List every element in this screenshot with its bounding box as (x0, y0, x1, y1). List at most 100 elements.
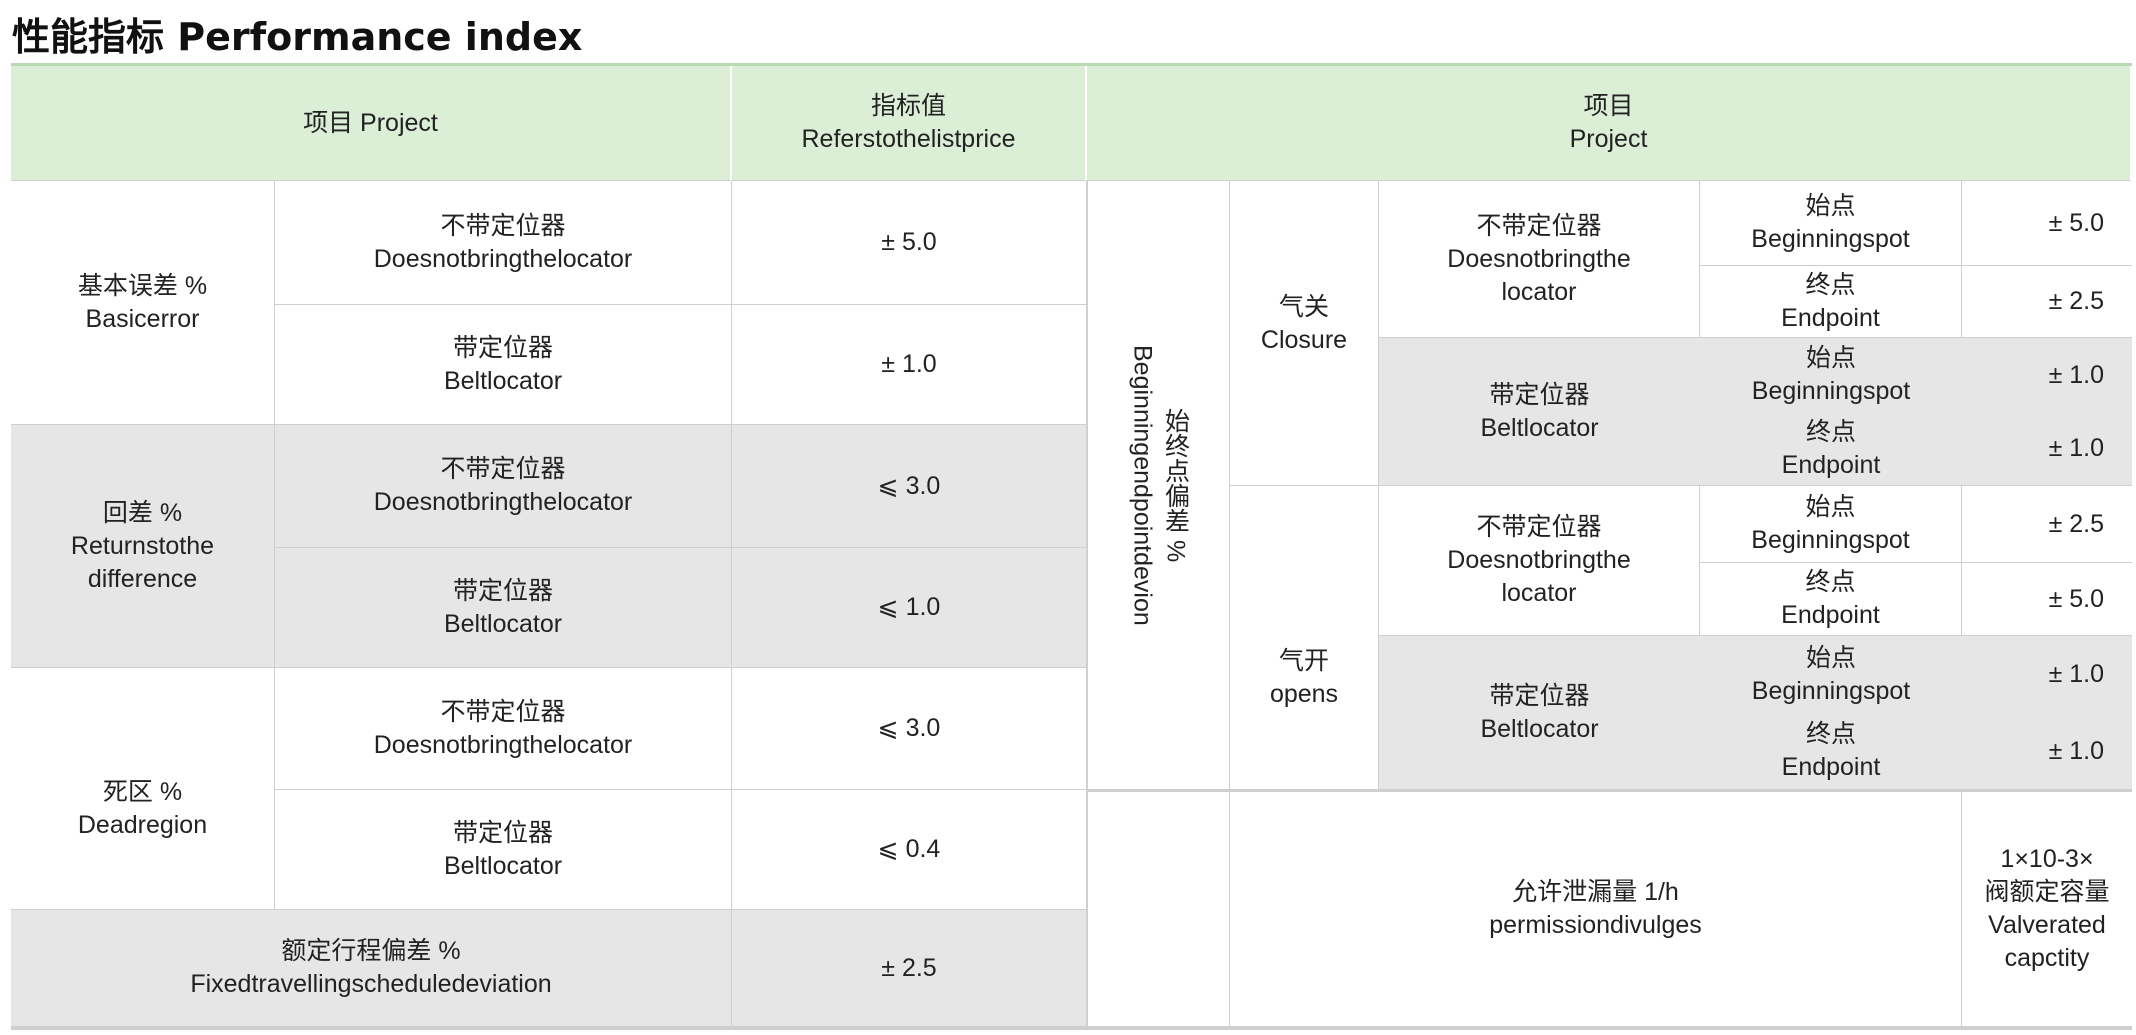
begin-value: ± 2.5 (1962, 486, 2132, 563)
group-basic-error: 基本误差 % Basicerror (11, 181, 275, 425)
cell-text: Beginningspot (1751, 377, 1911, 405)
cell-text: 回差 % (102, 498, 183, 527)
cell-text: 带定位器 (1489, 681, 1590, 710)
cell-text: Doesnotbringthelocator (373, 488, 633, 516)
cell-text: permissiondivulges (1489, 911, 1702, 939)
opens-label: 气开 opens (1230, 486, 1379, 790)
cell-text: Doesnotbringthelocator (373, 730, 633, 759)
end-label: 终点 Endpoint (1700, 412, 1962, 486)
header-label: 项目 (1583, 92, 1634, 120)
cell-text: 1×10-3× (2000, 845, 2094, 873)
cell-text: 始点 (1805, 643, 1856, 672)
begin-label: 始点 Beginningspot (1700, 338, 1962, 412)
cell-text: 不带定位器 (440, 455, 566, 483)
cell-text: Basicerror (85, 304, 200, 333)
cell-text: 不带定位器 (1476, 211, 1602, 240)
cell-text: Beginningspot (1751, 676, 1911, 705)
cell-text: Valverated (1988, 911, 2106, 939)
end-value: ± 1.0 (1962, 713, 2132, 790)
cell-text: 不带定位器 (1476, 513, 1602, 541)
cell-text: 带定位器 (452, 333, 553, 362)
item-value: ⩽ 3.0 (732, 668, 1087, 790)
leakage-blank (1087, 790, 1230, 1027)
cell-text: ⩽ 3.0 (877, 714, 941, 742)
group-dead-region: 死区 % Deadregion (11, 668, 275, 910)
cell-text: 终点 (1805, 417, 1856, 446)
cell-text: 终点 (1805, 720, 1856, 748)
cell-text: 基本误差 % (77, 271, 208, 300)
cell-text: Endpoint (1781, 601, 1880, 629)
cell-text: 始点 (1805, 192, 1856, 220)
end-value: ± 5.0 (1962, 563, 2132, 636)
cell-text: ± 2.5 (881, 953, 937, 982)
cell-text: Doesnotbringthe locator (1447, 546, 1631, 607)
cell-text: ± 5.0 (881, 228, 937, 256)
cell-text: ⩽ 1.0 (877, 593, 941, 621)
item-value: ⩽ 3.0 (732, 425, 1087, 548)
cell-text: 始终点偏差 % (1161, 407, 1190, 563)
item-label: 不带定位器 Doesnotbringthelocator (275, 668, 732, 790)
cell-text: Beginningspot (1751, 225, 1910, 253)
cell-text: 始点 (1805, 493, 1856, 521)
cell-text: Beltlocator (443, 851, 563, 880)
begin-value: ± 1.0 (1962, 338, 2132, 412)
header-label: 项目 Project (303, 108, 438, 137)
cell-text: capctity (2004, 944, 2090, 972)
item-label: 带定位器 Beltlocator (275, 790, 732, 910)
cell-text: opens (1269, 679, 1339, 708)
item-label: 不带定位器 Doesnotbringthelocator (275, 181, 732, 305)
locator-label: 带定位器 Beltlocator (1379, 338, 1700, 486)
end-label: 终点 Endpoint (1700, 563, 1962, 636)
item-label: 带定位器 Beltlocator (275, 548, 732, 668)
cell-text: ± 5.0 (2048, 584, 2104, 613)
leakage-label: 允许泄漏量 1/h permissiondivulges (1230, 790, 1962, 1027)
end-label: 终点 Endpoint (1700, 713, 1962, 790)
cell-text: Closure (1260, 326, 1348, 354)
header-label: Project (1569, 125, 1648, 153)
item-value: ± 1.0 (732, 305, 1087, 425)
no-locator-label: 不带定位器 Doesnotbringthe locator (1379, 486, 1700, 636)
begin-label: 始点 Beginningspot (1700, 636, 1962, 713)
header-label: Referstothelistprice (801, 125, 1016, 153)
header-project: 项目 Project (11, 66, 732, 181)
begin-value: ± 5.0 (1962, 181, 2132, 266)
cell-text: ± 1.0 (2048, 736, 2104, 765)
cell-text: Beginningendpointdevion (1128, 344, 1157, 626)
cell-text: ± 2.5 (2048, 287, 2104, 315)
cell-text: Fixedtravellingscheduledeviation (190, 970, 552, 998)
cell-text: Endpoint (1781, 753, 1881, 781)
travel-deviation-value: ± 2.5 (732, 910, 1087, 1027)
cell-text: Doesnotbringthe locator (1447, 244, 1631, 306)
cell-text: Beltlocator (443, 366, 563, 395)
cell-text: ± 1.0 (881, 350, 937, 378)
divider (11, 1027, 2132, 1030)
end-label: 终点 Endpoint (1700, 266, 1962, 338)
no-locator-label: 不带定位器 Doesnotbringthe locator (1379, 181, 1700, 338)
cell-text: 阀额定容量 (1984, 878, 2110, 906)
begin-label: 始点 Beginningspot (1700, 486, 1962, 563)
cell-text: Beltlocator (443, 609, 563, 638)
header-value: 指标值 Referstothelistprice (732, 66, 1087, 181)
locator-label: 带定位器 Beltlocator (1379, 636, 1700, 790)
cell-text: Endpoint (1781, 450, 1881, 479)
cell-text: 带定位器 (452, 576, 553, 605)
header-project-right: 项目 Project (1087, 66, 2132, 181)
cell-text: 气关 (1278, 293, 1329, 321)
cell-text: ± 1.0 (2048, 660, 2104, 688)
cell-text: 终点 (1805, 270, 1856, 299)
cell-text: Deadregion (77, 810, 208, 839)
cell-text: Beltlocator (1480, 714, 1599, 743)
cell-text: ± 1.0 (2048, 360, 2104, 389)
leakage-value: 1×10-3× 阀额定容量 Valverated capctity (1962, 790, 2132, 1027)
cell-text: 允许泄漏量 1/h (1512, 878, 1679, 906)
cell-text: 气开 (1278, 646, 1329, 675)
cell-text: 不带定位器 (440, 211, 566, 240)
cell-text: ⩽ 0.4 (877, 835, 941, 863)
item-value: ⩽ 1.0 (732, 548, 1087, 668)
item-label: 不带定位器 Doesnotbringthelocator (275, 425, 732, 548)
cell-text: 始点 (1805, 344, 1856, 372)
group-endpoint-deviation: 始终点偏差 % Beginningendpointdevion (1087, 181, 1230, 790)
cell-text: Doesnotbringthelocator (373, 244, 633, 273)
cell-text: ⩽ 3.0 (877, 471, 941, 500)
cell-text: ± 2.5 (2048, 509, 2104, 538)
